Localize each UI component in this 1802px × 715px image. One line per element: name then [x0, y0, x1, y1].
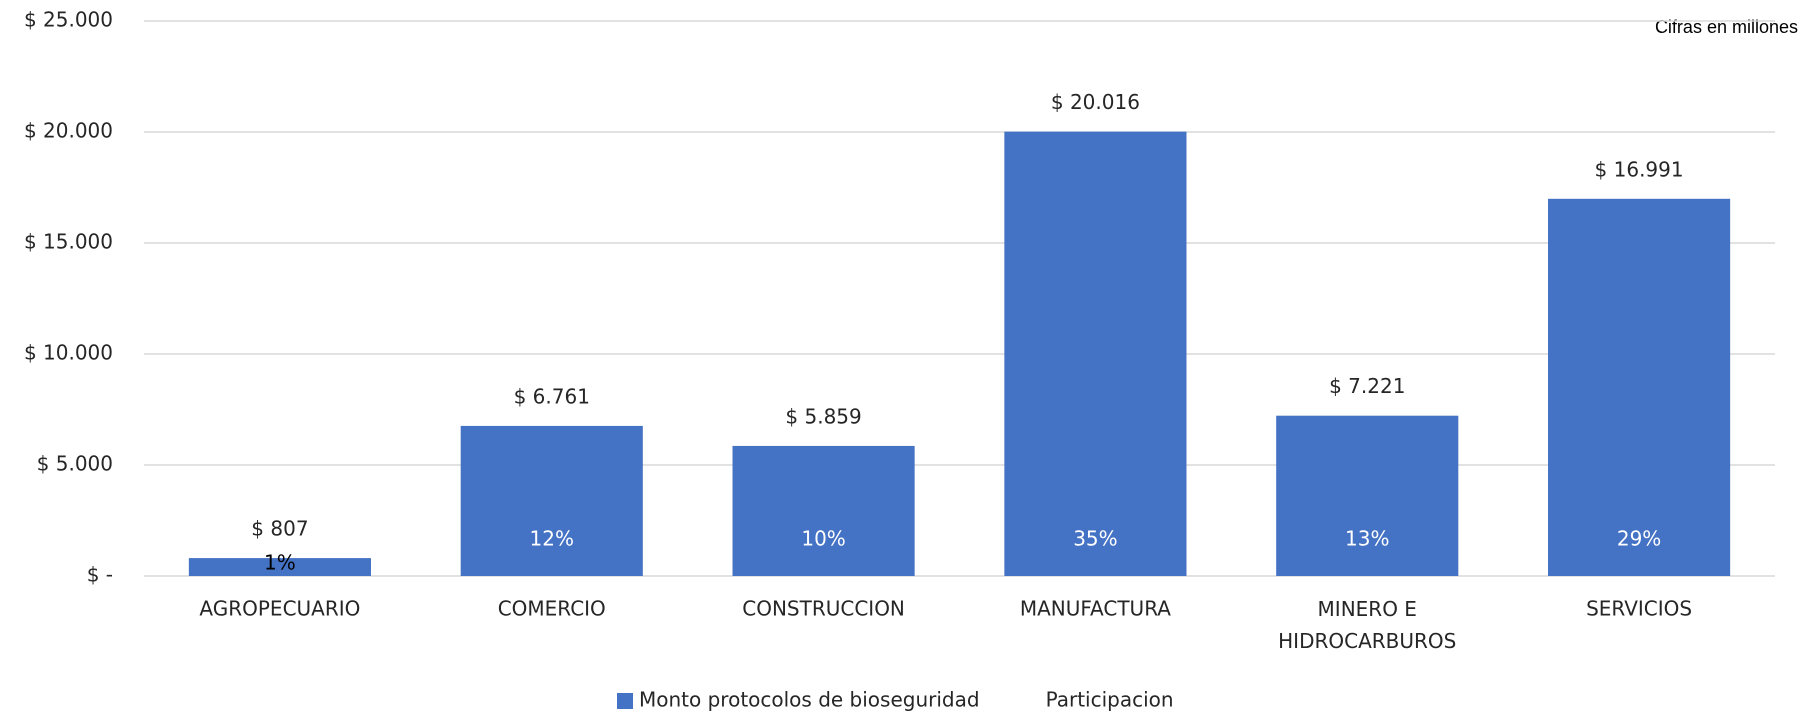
- share-label: 12%: [530, 527, 574, 551]
- share-label: 1%: [264, 551, 296, 575]
- share-label: 10%: [801, 527, 845, 551]
- y-tick-label: $ 10.000: [24, 341, 113, 365]
- annotation: Cifras en millones: [1655, 17, 1798, 37]
- y-tick-label: $ 15.000: [24, 230, 113, 254]
- y-tick-label: $ 5.000: [37, 452, 113, 476]
- x-tick-label: AGROPECUARIO: [199, 597, 360, 621]
- x-tick-label: MANUFACTURA: [1020, 597, 1171, 621]
- bar: [1004, 131, 1187, 576]
- bar: [1276, 415, 1459, 576]
- data-label: $ 6.761: [514, 384, 590, 408]
- bar: [188, 558, 371, 576]
- legend-label: Participacion: [1046, 688, 1174, 712]
- y-tick-label: $ -: [87, 563, 113, 587]
- bar: [732, 445, 915, 576]
- x-tick-label: SERVICIOS: [1586, 597, 1692, 621]
- share-label: 35%: [1073, 527, 1117, 551]
- data-label: $ 5.859: [785, 404, 861, 428]
- x-tick-label: MINERO E HIDROCARBUROS: [1278, 597, 1456, 653]
- share-label: 29%: [1617, 527, 1661, 551]
- bar: [1548, 198, 1731, 576]
- data-label: $ 16.991: [1595, 157, 1684, 181]
- bar: [460, 425, 643, 576]
- data-label: $ 7.221: [1329, 374, 1405, 398]
- y-tick-label: $ 25.000: [24, 8, 113, 32]
- y-tick-label: $ 20.000: [24, 119, 113, 143]
- data-label: $ 20.016: [1051, 90, 1140, 114]
- share-label: 13%: [1345, 527, 1389, 551]
- x-tick-label: COMERCIO: [498, 597, 606, 621]
- x-tick-label: CONSTRUCCION: [742, 597, 905, 621]
- legend-label: Monto protocolos de bioseguridad: [639, 688, 980, 712]
- data-label: $ 807: [251, 517, 308, 541]
- legend-swatch: [617, 693, 633, 709]
